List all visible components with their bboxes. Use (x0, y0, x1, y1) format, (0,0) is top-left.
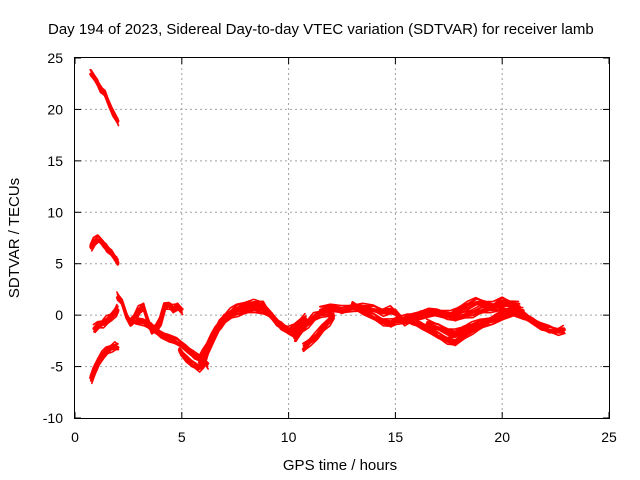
series-arc-1 (91, 75, 120, 127)
series-arc-4 (94, 310, 120, 334)
series-arc-10 (303, 317, 336, 352)
series-arc-8 (198, 311, 308, 366)
y-axis-label: SDTVAR / TECUs (6, 178, 23, 298)
series-arc-14 (425, 309, 524, 331)
y-tick-label: -10 (43, 410, 63, 426)
grid-layer (75, 58, 609, 418)
series-arc-11 (320, 309, 566, 337)
x-tick-label: 10 (281, 429, 297, 445)
series-arc-2 (91, 240, 120, 266)
series-layer (89, 68, 566, 385)
series-arc-10 (302, 317, 335, 353)
x-tick-label: 20 (494, 429, 510, 445)
tick-layer: 0 5 10 15 20 25 -10 -5 0 5 10 15 20 25 (43, 50, 617, 445)
y-tick-label: -5 (51, 359, 64, 375)
series-arc-6 (133, 316, 208, 363)
x-tick-label: 5 (178, 429, 186, 445)
chart-title: Day 194 of 2023, Sidereal Day-to-day VTE… (48, 21, 594, 38)
series-arc-9 (294, 314, 333, 343)
series-arc-8 (197, 304, 306, 359)
series-arc-2 (89, 234, 118, 259)
series-arc-12 (351, 301, 521, 328)
series-arc-3 (89, 340, 118, 378)
series-arc-10 (301, 309, 334, 345)
y-tick-label: 5 (55, 256, 63, 272)
y-tick-label: 25 (47, 50, 63, 66)
y-tick-label: 0 (55, 307, 63, 323)
x-tick-label: 15 (388, 429, 404, 445)
series-arc-12 (352, 302, 521, 328)
series-arc-14 (427, 314, 526, 338)
series-arc-4 (92, 303, 118, 326)
series-arc-12 (351, 296, 520, 320)
series-arc-1 (89, 68, 118, 121)
plot-frame (74, 57, 610, 419)
x-tick-label: 25 (601, 429, 617, 445)
y-tick-label: 20 (47, 101, 63, 117)
y-tick-label: 10 (47, 204, 63, 220)
x-axis-label: GPS time / hours (283, 457, 397, 474)
x-tick-label: 0 (71, 429, 79, 445)
y-tick-label: 15 (47, 153, 63, 169)
series-arc-3 (89, 342, 119, 379)
series-arc-6 (134, 322, 209, 370)
series-arc-3 (91, 348, 120, 385)
series-arc-12 (350, 299, 522, 327)
